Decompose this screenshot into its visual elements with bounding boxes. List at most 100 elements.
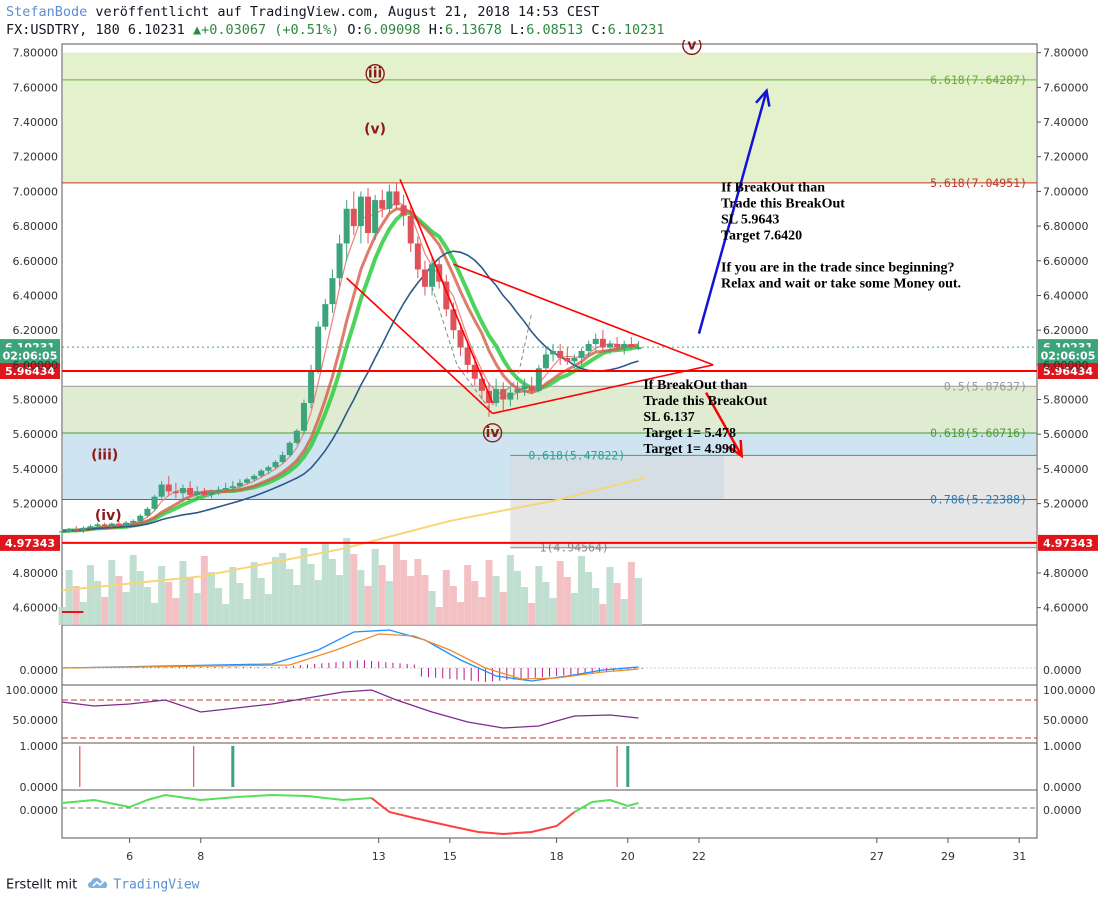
candle-body (108, 523, 115, 527)
price-change: +0.03067 (+0.51%) (201, 22, 340, 38)
candle-body (528, 385, 535, 391)
candle-body (115, 523, 122, 526)
candle-body (400, 205, 407, 216)
time-tick: 15 (443, 850, 457, 863)
breakout-up-arrow (697, 90, 768, 334)
fib-zone (63, 52, 1036, 183)
low-value: 6.08513 (526, 22, 584, 38)
candle-body (478, 378, 485, 391)
candle-body (578, 350, 585, 358)
time-tick: 27 (870, 850, 884, 863)
left-price-tick: 6.80000 (13, 220, 59, 233)
wave-circle (365, 63, 385, 84)
volume-bar (129, 555, 137, 625)
tradingview-logo-icon[interactable] (87, 876, 109, 894)
breakout-down-arrow-head (727, 439, 744, 459)
author-name[interactable]: StefanBode (6, 4, 88, 20)
candle-body (500, 389, 507, 400)
annotation-text: Target 7.6420 (721, 228, 802, 243)
volume-bar (506, 555, 514, 625)
left-price-tick: 5.40000 (13, 463, 59, 476)
close-label: C: (591, 22, 608, 38)
candle-body (443, 281, 450, 310)
volume-bar (371, 549, 379, 625)
wave-label: iv (486, 425, 500, 441)
right-price-tick: 6.20000 (1043, 324, 1089, 337)
volume-bar (478, 597, 486, 625)
volume-bar (300, 548, 308, 625)
candle-body (493, 389, 500, 404)
chart-canvas[interactable]: 6.618(7.64287) 5.618(7.04951) 0.5(5.87637)… (0, 40, 1100, 872)
volume-bar (65, 570, 73, 625)
volume-bar (535, 566, 543, 625)
candle-body (80, 527, 87, 531)
candle-body (421, 269, 428, 287)
low-label: L: (510, 22, 527, 38)
candle-body (187, 487, 194, 495)
left-price-label: 4.97343 (5, 537, 55, 550)
volume-bar (151, 603, 159, 625)
left-price-tick: 6.60000 (13, 255, 59, 268)
candle-body (308, 371, 315, 404)
candle-body (151, 496, 158, 509)
fib-zone (63, 386, 1036, 433)
volume-bar (400, 560, 408, 625)
annotation-text: Trade this BreakOut (721, 196, 845, 211)
volume-bar (222, 604, 230, 625)
fib-level-label: 0.5(5.87637) (944, 379, 1027, 393)
left-price-tick: 7.80000 (13, 47, 59, 60)
volume-bar (442, 570, 450, 625)
candle-body (236, 482, 243, 487)
candle-body (222, 487, 229, 490)
right-price-tick: 5.20000 (1043, 498, 1089, 511)
volume-bar (136, 571, 144, 625)
indicator-left-tick: 0.0000 (20, 664, 59, 677)
left-price-tick: 7.00000 (13, 185, 59, 198)
volume-bar (193, 593, 201, 625)
volume-bar (186, 577, 194, 625)
candle-body (372, 200, 379, 234)
volume-bar (421, 575, 429, 625)
candle-body (357, 196, 364, 227)
volume-bar (563, 577, 571, 625)
volume-bar (634, 578, 642, 625)
time-tick: 20 (621, 850, 635, 863)
volume-bar (599, 604, 607, 625)
oscillator-line (370, 797, 576, 836)
right-price-tick: 7.00000 (1043, 185, 1089, 198)
indicator-left-tick: 0.0000 (20, 781, 59, 794)
volume-bar (570, 593, 578, 625)
volume-bar (279, 553, 287, 625)
volume-bar (101, 597, 109, 625)
symbol-line: FX:USDTRY, 180 6.10231 ▲+0.03067 (+0.51%… (6, 22, 665, 38)
triangle-lower-trendline (492, 364, 714, 415)
flag-upper-trendline (399, 178, 494, 404)
candle-body (286, 442, 293, 456)
right-price-label-box (1038, 363, 1098, 380)
fib-level-label: 5.618(7.04951) (930, 176, 1027, 190)
footer-brand[interactable]: TradingView (113, 877, 200, 893)
right-price-tick: 6.00000 (1043, 359, 1089, 372)
candle-body (379, 200, 386, 209)
wave-label: (v) (364, 121, 386, 137)
candle-body (521, 385, 528, 390)
candle-body (137, 515, 144, 521)
open-label: O: (347, 22, 364, 38)
indicator-left-tick: 1.0000 (20, 740, 59, 753)
indicator-right-tick: 0.0000 (1043, 804, 1082, 817)
volume-bar (464, 565, 472, 625)
triangle-upper-trendline (453, 263, 714, 366)
volume-bar (122, 592, 130, 625)
candle-body (628, 344, 635, 348)
candle-body (564, 357, 571, 362)
publish-line: StefanBode veröffentlicht auf TradingVie… (6, 4, 599, 20)
volume-bar (243, 599, 251, 625)
macd-line (61, 629, 639, 682)
close-value: 6.10231 (607, 22, 665, 38)
candle-body (194, 491, 201, 495)
volume-bar (492, 576, 500, 625)
candle-body (535, 368, 542, 391)
candle-body (251, 475, 258, 480)
volume-bar (307, 564, 315, 625)
volume-bar (542, 582, 550, 625)
